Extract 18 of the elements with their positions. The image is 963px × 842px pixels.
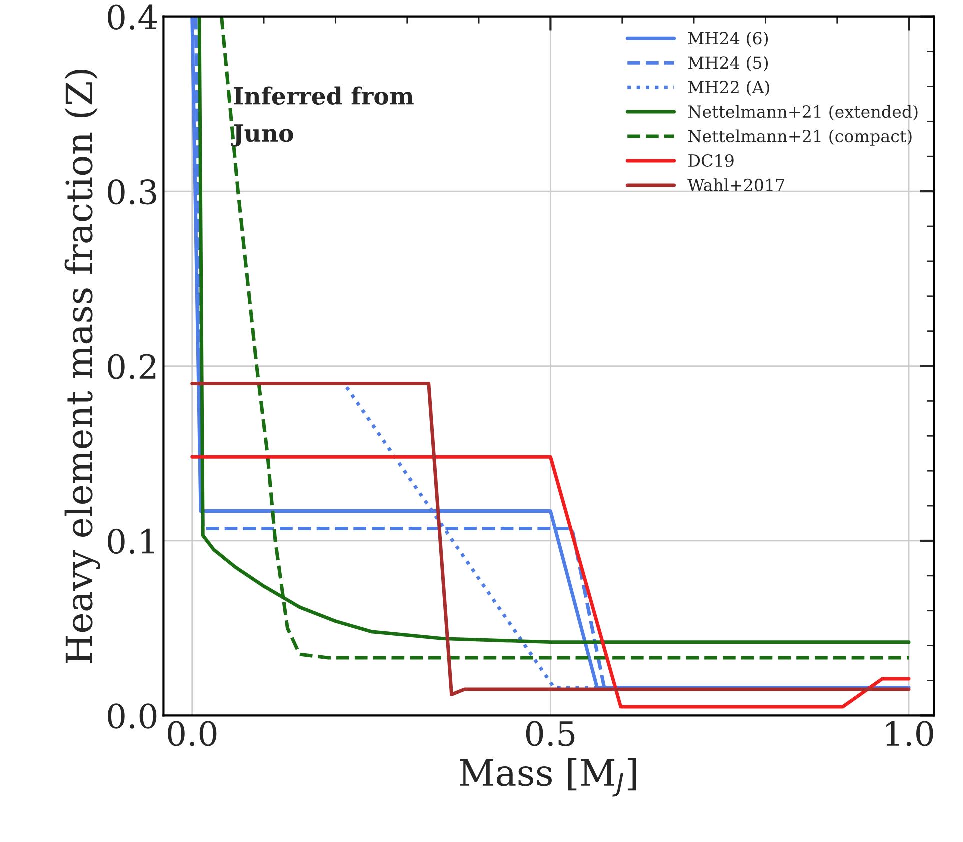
y-tick-label: 0.2	[108, 354, 156, 380]
y-tick-label: 0.0	[108, 704, 157, 729]
legend-label: Nettelmann+21 (extended)	[688, 105, 918, 120]
y-tick-label: 0.1	[108, 528, 154, 554]
legend-label: MH22 (A)	[688, 80, 770, 96]
x-tick-label: 0.0	[168, 721, 217, 746]
y-tick-label: 0.3	[108, 179, 156, 205]
y-tick-label: 0.4	[108, 4, 158, 30]
legend-label: MH24 (5)	[688, 56, 768, 72]
legend-label: MH24 (6)	[688, 32, 768, 48]
legend-label: Wahl+2017	[688, 178, 784, 192]
legend-label: Nettelmann+21 (compact)	[688, 130, 912, 146]
y-axis-title: Heavy element mass fraction (Z)	[64, 70, 100, 664]
annotation: Inferred from Juno	[231, 86, 414, 147]
legend-label: DC19	[688, 154, 734, 168]
x-axis-title: Mass [M$_{J}$]	[460, 758, 636, 797]
x-tick-label: 0.5	[526, 721, 575, 746]
x-tick-label: 1.0	[886, 721, 934, 746]
